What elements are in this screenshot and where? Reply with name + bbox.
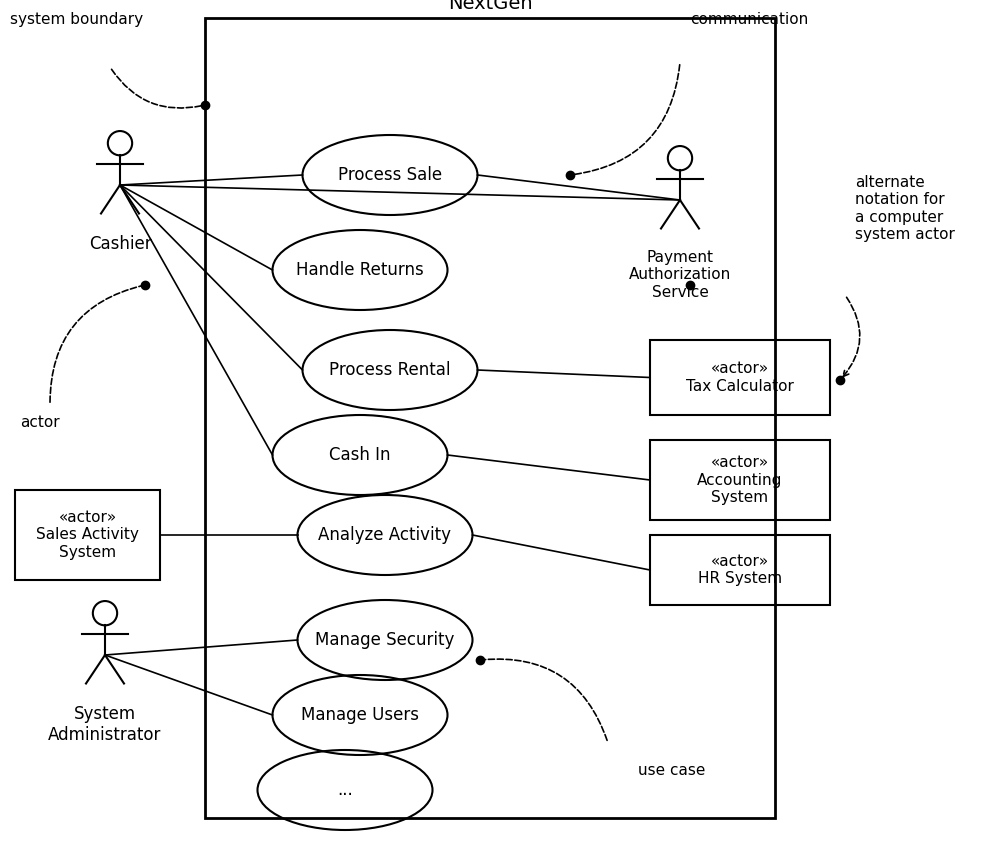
Text: system boundary: system boundary <box>10 12 143 27</box>
Bar <box>650 535 830 605</box>
Text: Manage Security: Manage Security <box>315 631 455 649</box>
Text: Process Sale: Process Sale <box>338 166 442 184</box>
Text: Analyze Activity: Analyze Activity <box>318 526 452 544</box>
Bar <box>15 490 160 580</box>
Text: «actor»
Tax Calculator: «actor» Tax Calculator <box>686 362 794 393</box>
Bar <box>650 340 830 415</box>
Text: use case: use case <box>638 763 705 778</box>
Text: communication: communication <box>690 12 808 27</box>
Text: alternate
notation for
a computer
system actor: alternate notation for a computer system… <box>855 175 955 243</box>
Text: Payment
Authorization
Service: Payment Authorization Service <box>629 250 731 300</box>
Text: Cash In: Cash In <box>329 446 391 464</box>
Text: Cashier: Cashier <box>89 235 151 253</box>
Text: NextGen: NextGen <box>448 0 532 13</box>
Bar <box>650 440 830 520</box>
Text: Manage Users: Manage Users <box>301 706 419 724</box>
Text: actor: actor <box>20 415 60 430</box>
Text: «actor»
Sales Activity
System: «actor» Sales Activity System <box>36 510 139 560</box>
Text: ...: ... <box>337 781 353 799</box>
Bar <box>205 18 775 818</box>
Text: Handle Returns: Handle Returns <box>296 261 424 279</box>
Text: System
Administrator: System Administrator <box>48 705 162 744</box>
Text: «actor»
HR System: «actor» HR System <box>698 554 782 586</box>
Text: «actor»
Accounting
System: «actor» Accounting System <box>697 455 783 505</box>
Text: Process Rental: Process Rental <box>329 361 451 379</box>
